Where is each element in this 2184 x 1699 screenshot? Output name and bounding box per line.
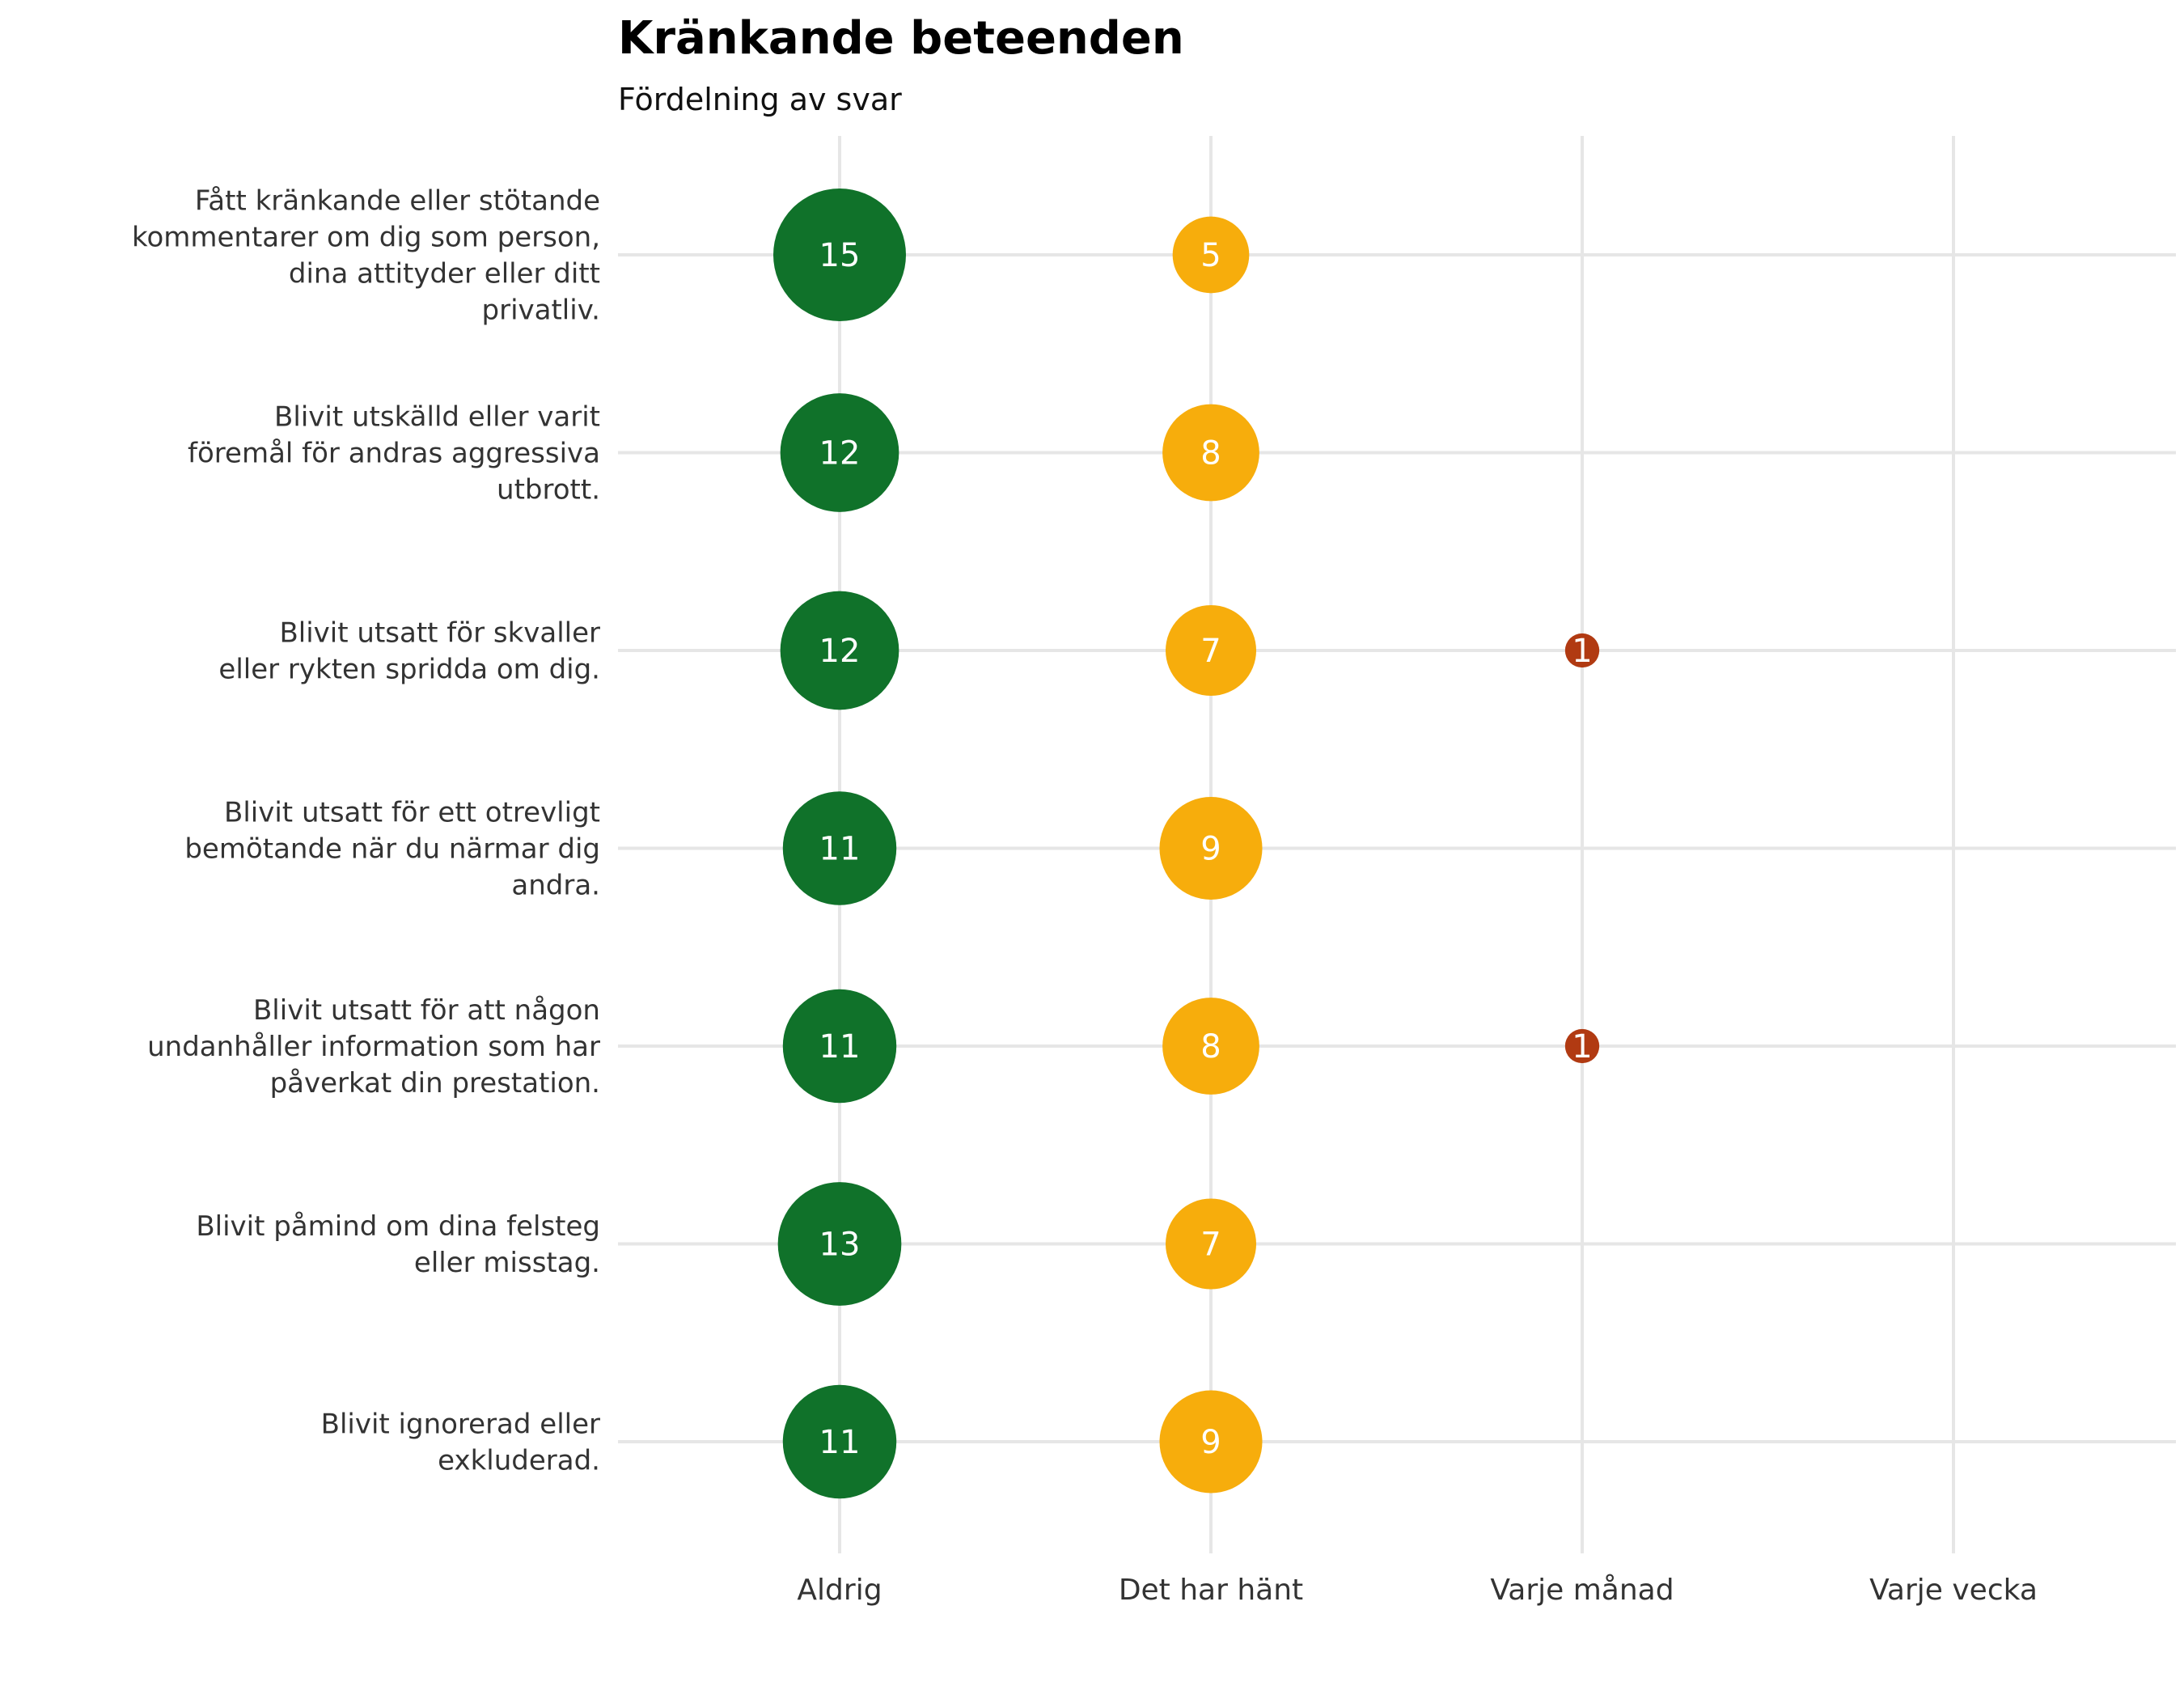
bubble-value-label: 9 [1200, 1424, 1221, 1461]
row-label-line: Blivit utsatt för ett otrevligt [224, 797, 600, 829]
bubble [782, 989, 897, 1104]
bubble-value-label: 5 [1200, 237, 1221, 274]
row-label-line: Fått kränkande eller stötande [195, 185, 600, 218]
row-label-line: Blivit utsatt för att någon [253, 994, 600, 1027]
x-tick-label: Det har hänt [1119, 1574, 1303, 1607]
bubble-value-label: 11 [819, 831, 861, 868]
row-labels: Fått kränkande eller stötande kommentarer… [132, 185, 600, 1477]
row-label-line: privatliv. [482, 294, 600, 327]
bubble [780, 591, 899, 710]
row-label-line: dina attityder eller ditt [289, 258, 600, 290]
x-axis: Aldrig Det har hänt Varje månad Varje vecka [797, 1574, 2037, 1607]
x-tick-label: Varje månad [1490, 1574, 1674, 1607]
row-label: Fått kränkande eller stötande kommentarer… [132, 185, 600, 327]
bubble-value-label: 8 [1200, 435, 1221, 472]
row-label-line: Blivit utskälld eller varit [274, 401, 600, 434]
row-label-line: eller misstag. [414, 1247, 600, 1279]
row-label: Blivit utsatt för skvaller eller rykten s… [218, 617, 600, 686]
row-label-line: undanhåller information som har [147, 1031, 600, 1063]
bubble [782, 1384, 897, 1499]
bubble [1165, 604, 1257, 697]
x-tick-label: Aldrig [797, 1574, 882, 1607]
bubble-value-label: 11 [819, 1424, 861, 1461]
bubble-value-label: 13 [819, 1227, 861, 1264]
row-label-line: Blivit påmind om dina felsteg [196, 1210, 600, 1243]
bubble [1159, 796, 1263, 900]
row-label-line: bemötande när du närmar dig [184, 833, 600, 866]
row-label: Blivit utskälld eller varit föremål för a… [188, 401, 600, 506]
bubble [1564, 633, 1600, 668]
row-label-line: utbrott. [497, 474, 600, 506]
chart-subtitle: Fördelning av svar [618, 82, 902, 117]
row-label: Blivit utsatt för ett otrevligt bemötande… [184, 797, 600, 902]
bubble-value-label: 15 [819, 237, 861, 274]
row-label-line: eller rykten spridda om dig. [218, 654, 600, 686]
bubble [773, 189, 906, 321]
row-label-line: kommentarer om dig som person, [132, 222, 600, 254]
bubble-value-label: 8 [1200, 1028, 1221, 1066]
bubble [1162, 998, 1259, 1095]
bubble-value-label: 1 [1572, 1028, 1592, 1066]
row-label: Blivit utsatt för att någon undanhåller i… [147, 994, 600, 1099]
row-label-line: föremål för andras aggressiva [188, 438, 600, 470]
row-label-line: andra. [511, 870, 600, 902]
bubble-value-label: 1 [1572, 633, 1592, 670]
bubble [1564, 1028, 1600, 1064]
bubble [780, 393, 899, 512]
bubble [1162, 404, 1259, 502]
x-tick-label: Varje vecka [1869, 1574, 2038, 1607]
bubble-value-label: 7 [1200, 633, 1221, 670]
bubble [782, 791, 897, 905]
bubble [1159, 1390, 1263, 1494]
bubble-value-label: 12 [819, 633, 861, 670]
bubble-value-label: 12 [819, 435, 861, 472]
bubble-value-label: 11 [819, 1028, 861, 1066]
bubble [1172, 216, 1250, 294]
row-label-line: påverkat din prestation. [270, 1067, 600, 1099]
bubbles: 15 512 812 7 111 911 8 113 711 9 [773, 189, 1600, 1499]
bubble [1165, 1198, 1257, 1290]
bubble-value-label: 9 [1200, 831, 1221, 868]
row-label-line: Blivit utsatt för skvaller [279, 617, 600, 650]
row-label: Blivit ignorerad eller exkluderad. [321, 1409, 600, 1477]
chart-title: Kränkande beteenden [618, 12, 1184, 65]
row-label-line: Blivit ignorerad eller [321, 1409, 600, 1441]
bubble [777, 1182, 902, 1306]
row-label-line: exkluderad. [438, 1445, 600, 1477]
bubble-value-label: 7 [1200, 1227, 1221, 1264]
row-label: Blivit påmind om dina felsteg eller misst… [196, 1210, 600, 1279]
